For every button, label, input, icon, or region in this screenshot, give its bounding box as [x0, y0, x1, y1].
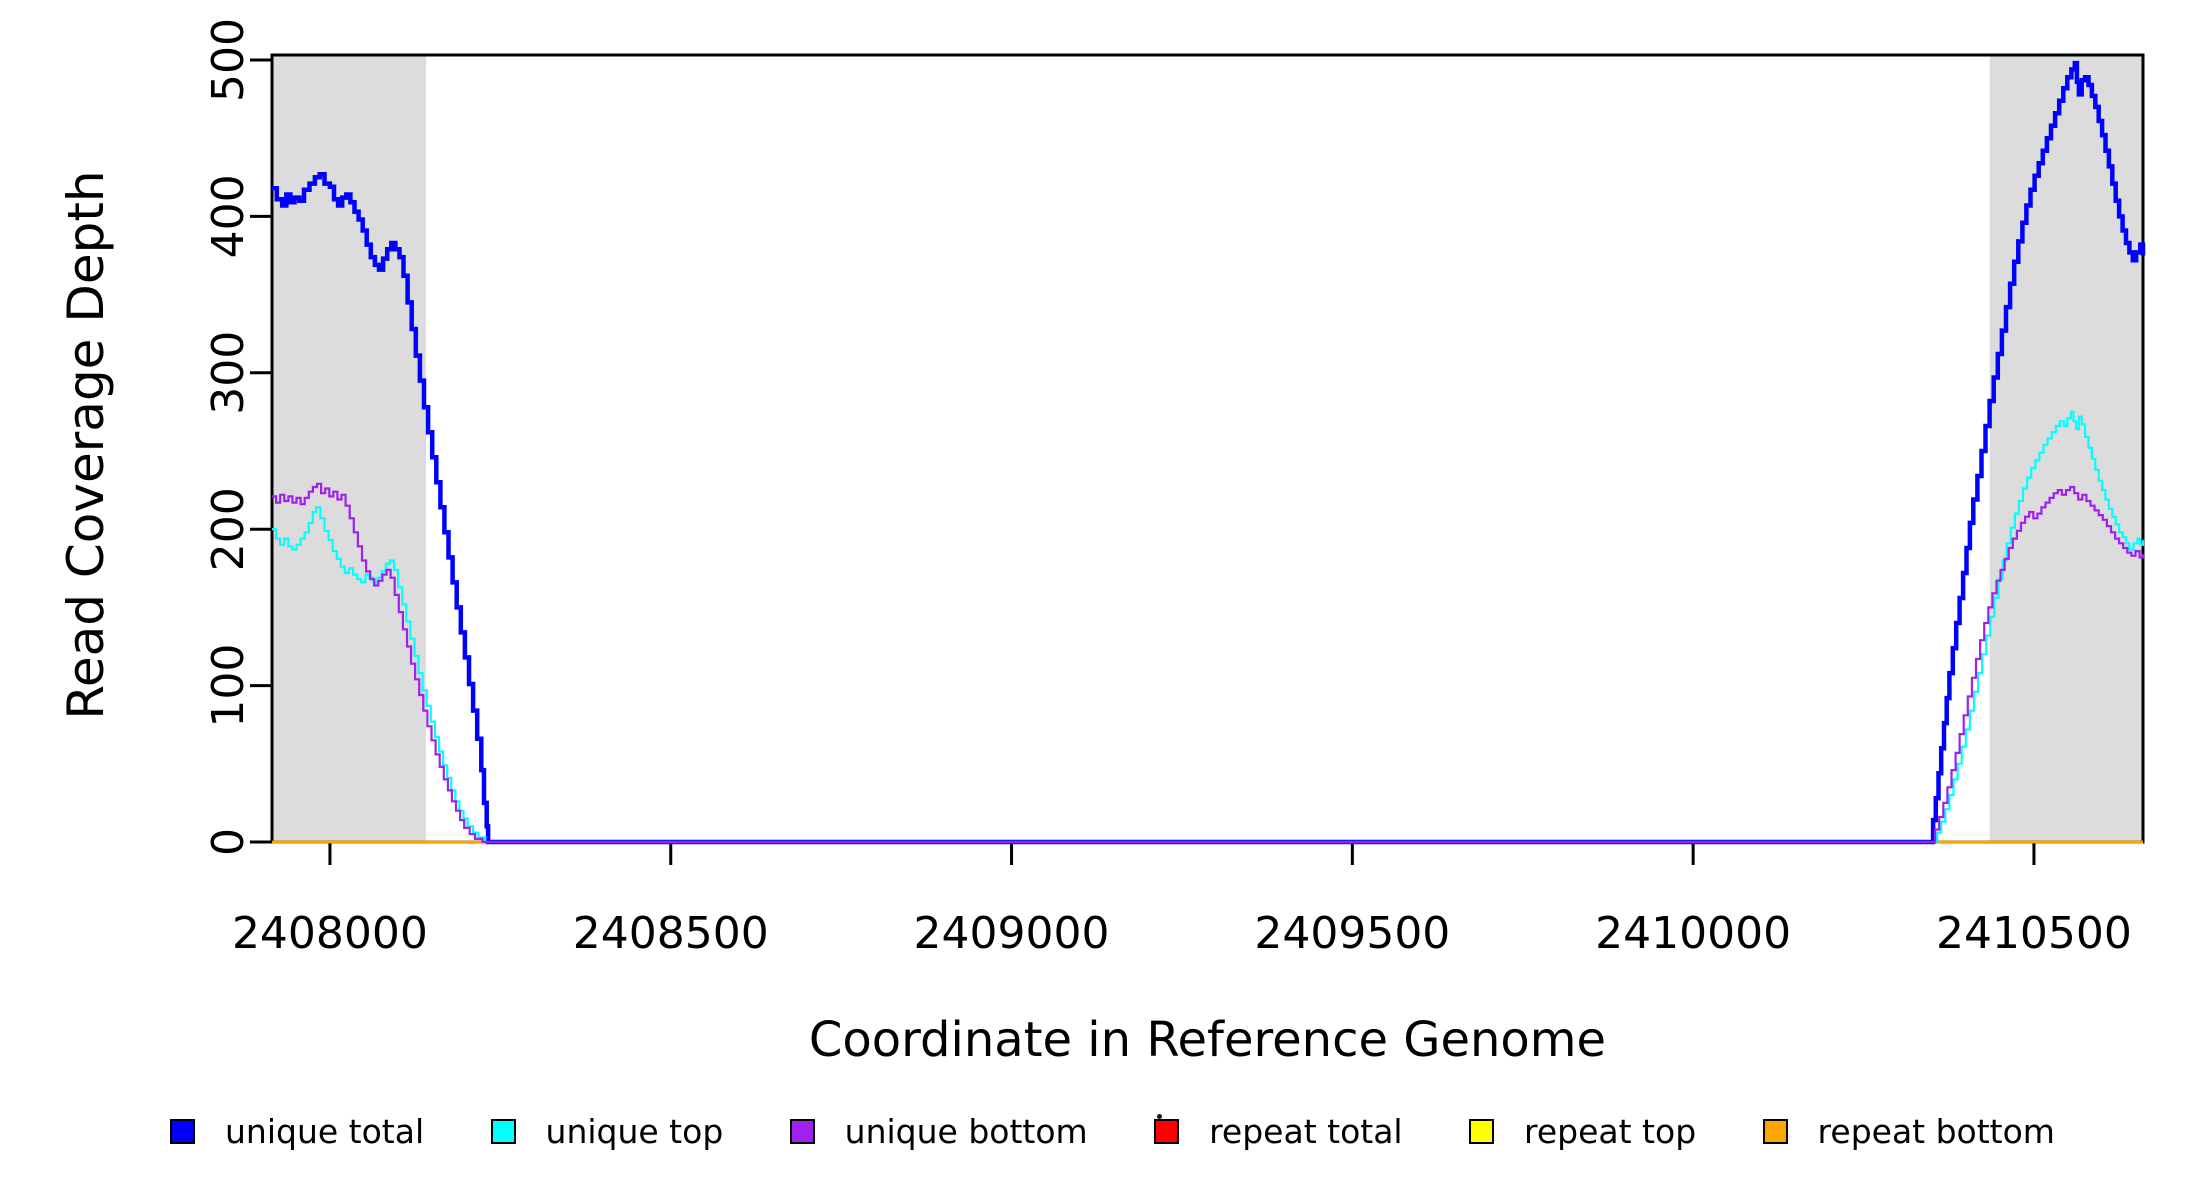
legend-label: unique top [545, 1111, 724, 1151]
y-tick-label: 100 [203, 644, 254, 728]
y-axis-title: Read Coverage Depth [57, 170, 115, 720]
plot-border [270, 53, 2145, 844]
legend-swatch-repeat-bottom [1762, 1118, 1788, 1144]
stray-dot-mark [1157, 1114, 1162, 1119]
y-tick-label: 200 [203, 487, 254, 571]
highlight-band [272, 55, 427, 842]
legend-label: repeat top [1524, 1111, 1697, 1151]
legend-swatch-unique-total [170, 1118, 195, 1144]
legend-item-unique-total: unique total [170, 1112, 424, 1151]
legend-swatch-repeat-total [1154, 1118, 1180, 1144]
legend: unique total unique top unique bottom repea… [170, 1103, 2055, 1159]
y-tick-label: 0 [203, 828, 254, 856]
x-tick-label: 2409500 [1254, 908, 1450, 959]
highlight-band [1989, 55, 2143, 842]
x-tick-label: 2410500 [1936, 908, 2132, 959]
y-tick-label: 400 [203, 174, 254, 258]
legend-label: unique total [225, 1111, 425, 1151]
legend-item-repeat-total: repeat total [1154, 1112, 1403, 1151]
series-unique-total [272, 60, 2146, 845]
legend-label: repeat total [1209, 1111, 1403, 1151]
series-unique-bottom [272, 482, 2145, 844]
x-axis-title: Coordinate in Reference Genome [808, 1012, 1607, 1068]
x-tick-label: 2410000 [1595, 908, 1791, 959]
legend-label: unique bottom [844, 1111, 1088, 1151]
legend-item-unique-top: unique top [490, 1111, 724, 1151]
legend-swatch-unique-bottom [789, 1118, 815, 1144]
y-tick-label: 300 [203, 331, 254, 415]
legend-item-repeat-top: repeat top [1469, 1112, 1696, 1151]
legend-item-repeat-bottom: repeat bottom [1762, 1111, 2055, 1151]
legend-swatch-repeat-top [1469, 1118, 1495, 1144]
x-tick-label: 2409000 [914, 908, 1110, 959]
series-unique-top [272, 410, 2145, 844]
legend-swatch-unique-top [490, 1118, 516, 1144]
x-tick-label: 2408500 [573, 908, 769, 959]
y-tick-label: 500 [203, 18, 254, 102]
legend-item-unique-bottom: unique bottom [789, 1111, 1088, 1151]
legend-label: repeat bottom [1817, 1111, 2055, 1151]
x-tick-label: 2408000 [232, 908, 428, 959]
